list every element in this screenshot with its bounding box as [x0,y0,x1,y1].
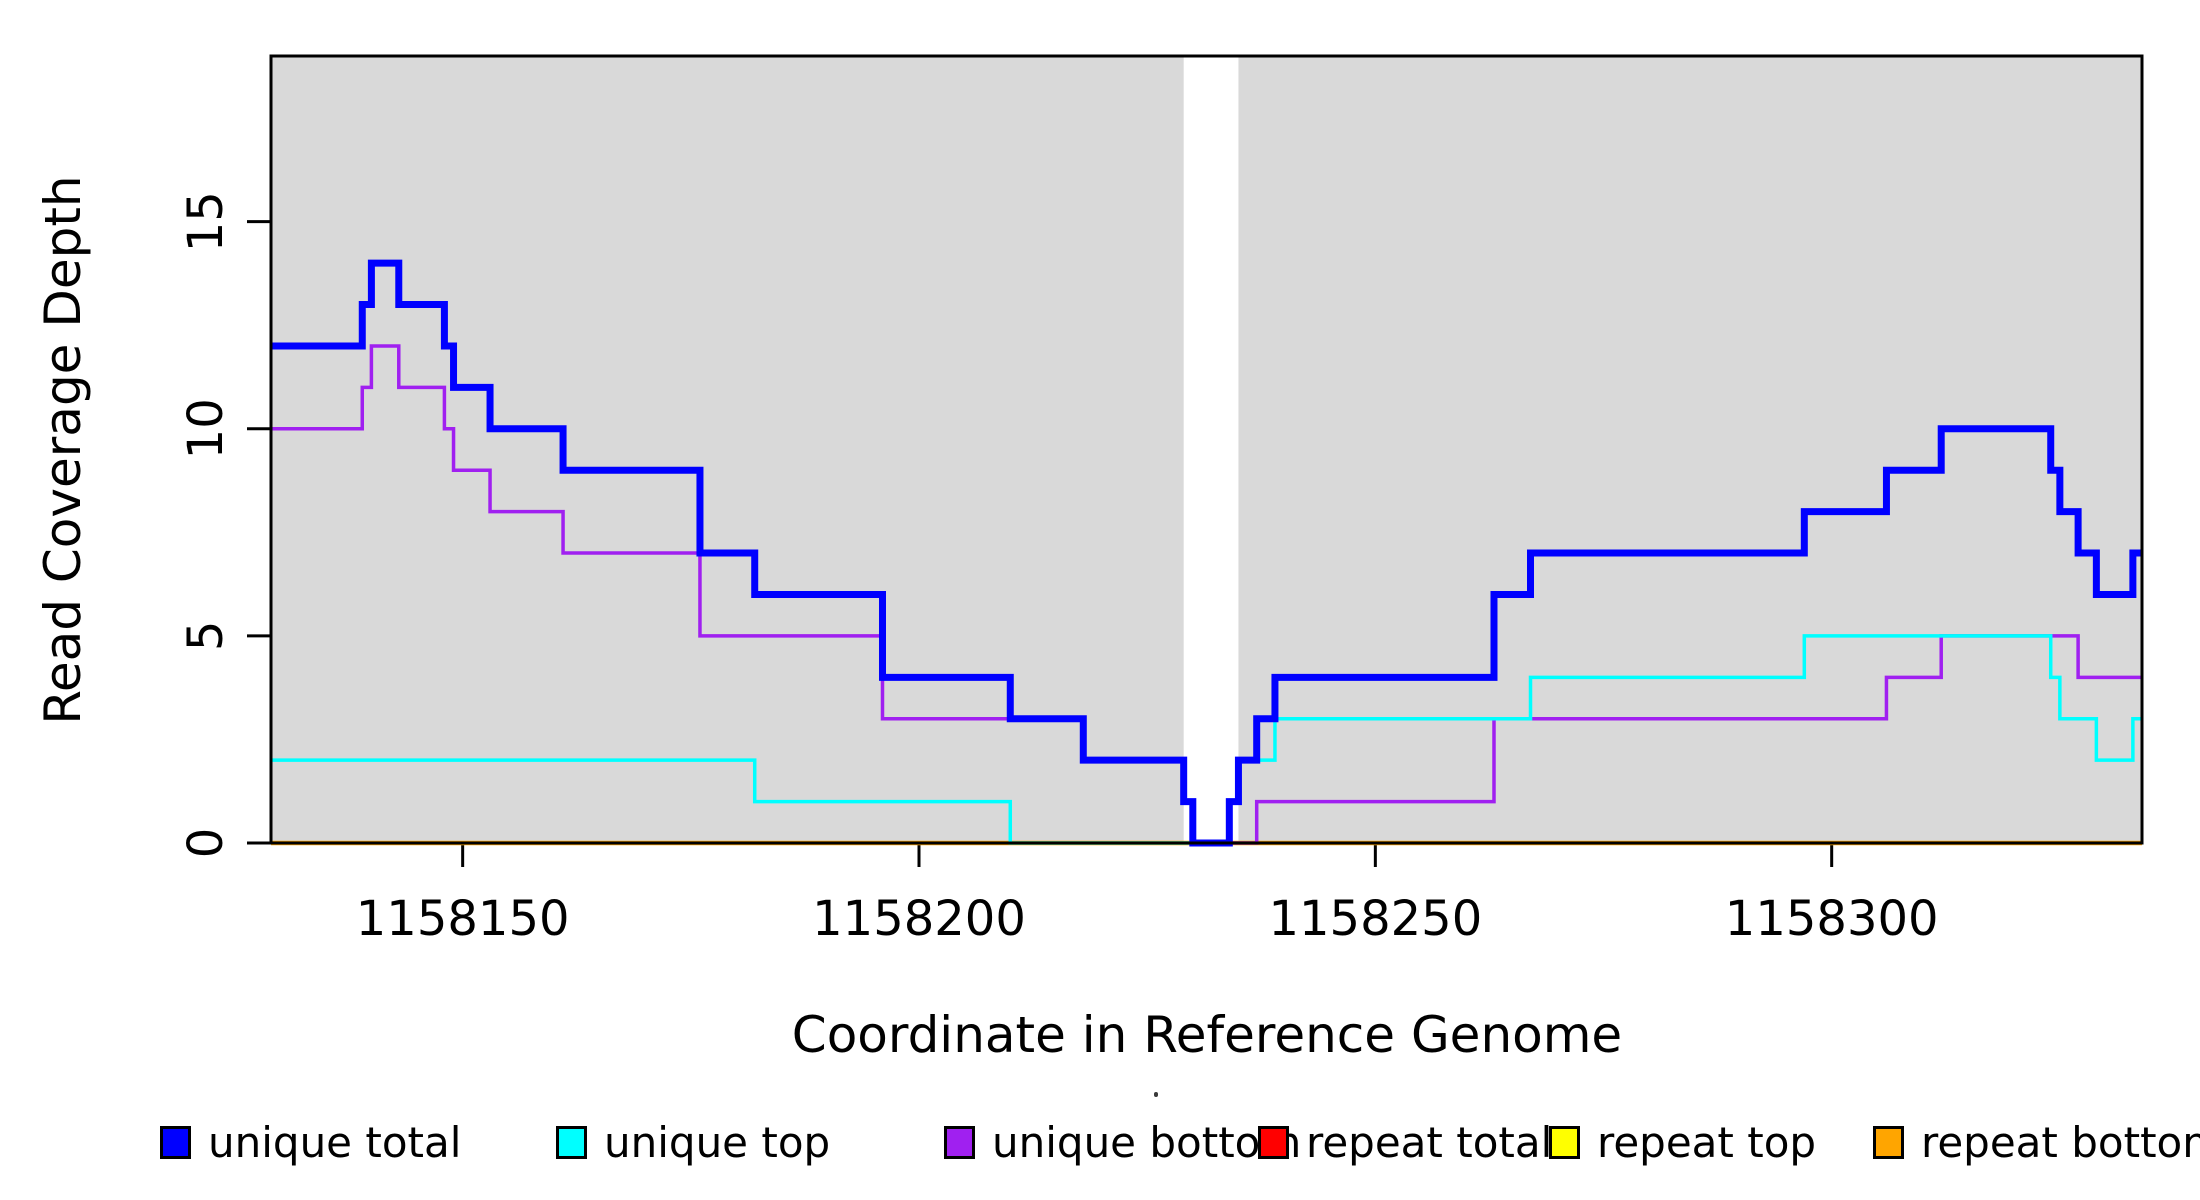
y-axis-title: Read Coverage Depth [34,175,92,724]
series-line-unique-top [271,634,2142,845]
x-axis-title: Coordinate in Reference Genome [792,1006,1622,1064]
x-tick-label: 1158150 [356,891,570,947]
y-axis-ticks: 0 5 10 15 [178,191,271,858]
x-tick-label: 1158200 [812,891,1026,947]
x-tick-label: 1158250 [1268,891,1482,947]
x-axis-ticks: 1158150 1158200 1158250 1158300 [356,843,1939,947]
plot-border-box [269,54,2144,845]
y-tick-label: 15 [178,191,234,252]
stray-dot-artifact [1154,1092,1158,1097]
y-tick-label: 5 [178,621,234,652]
masked-gap-band [1183,56,1239,843]
x-tick-label: 1158300 [1725,891,1939,947]
y-tick-label: 0 [178,828,234,859]
y-tick-label: 10 [178,398,234,459]
